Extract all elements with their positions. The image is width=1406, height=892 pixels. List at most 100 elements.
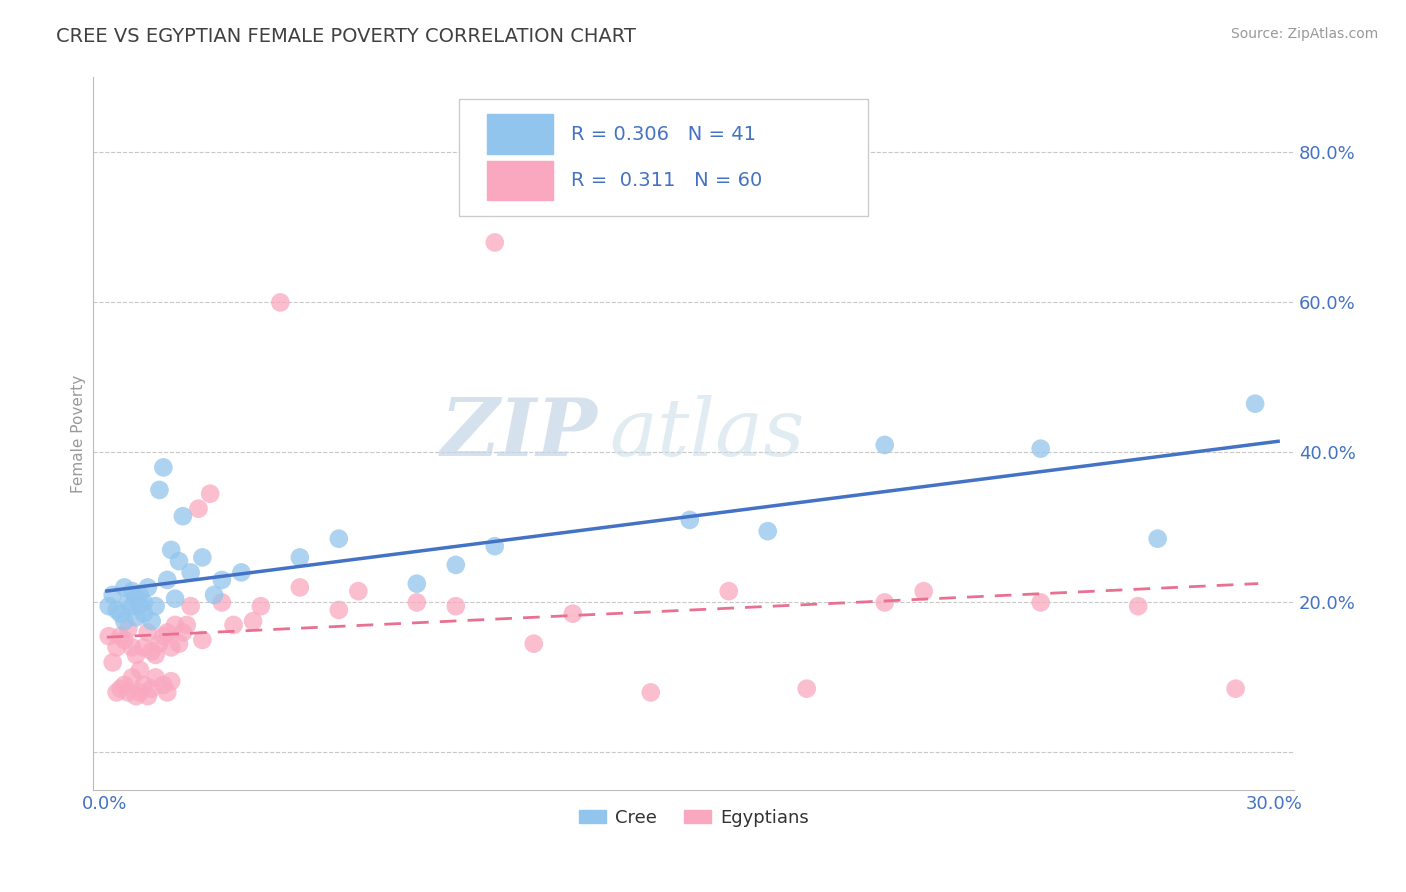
Point: [112, 632, 135, 647]
Point: [1225, 681, 1247, 696]
Point: [101, 656, 124, 670]
Point: [136, 581, 159, 595]
Point: [484, 539, 506, 553]
Point: [121, 670, 143, 684]
Point: [167, 637, 190, 651]
Point: [561, 607, 583, 621]
Point: [288, 581, 311, 595]
Point: [148, 637, 170, 651]
Point: [145, 648, 167, 662]
Point: [347, 584, 370, 599]
Point: [187, 501, 209, 516]
Point: [112, 614, 135, 628]
Point: [222, 618, 245, 632]
Point: [191, 632, 214, 647]
Point: [405, 595, 427, 609]
Y-axis label: Female Poverty: Female Poverty: [72, 375, 86, 492]
Point: [97, 599, 120, 614]
Point: [160, 640, 183, 655]
Point: [125, 591, 148, 606]
Text: ZIP: ZIP: [440, 395, 598, 473]
Point: [405, 576, 427, 591]
Point: [198, 486, 221, 500]
Point: [152, 678, 174, 692]
Point: [117, 622, 139, 636]
Point: [796, 681, 818, 696]
Point: [129, 599, 152, 614]
Point: [105, 685, 128, 699]
Point: [873, 595, 896, 609]
Point: [1029, 442, 1052, 456]
Point: [125, 689, 148, 703]
Text: R =  0.311   N = 60: R = 0.311 N = 60: [571, 171, 762, 190]
Point: [912, 584, 935, 599]
Point: [132, 607, 155, 621]
Point: [129, 588, 152, 602]
Point: [250, 599, 273, 614]
Point: [148, 483, 170, 497]
Point: [165, 618, 187, 632]
Point: [717, 584, 740, 599]
Point: [211, 595, 233, 609]
Point: [121, 640, 143, 655]
Point: [105, 603, 128, 617]
Point: [679, 513, 702, 527]
Point: [172, 509, 194, 524]
Point: [167, 554, 190, 568]
Point: [117, 595, 139, 609]
Point: [97, 629, 120, 643]
Point: [176, 618, 198, 632]
Point: [1146, 532, 1168, 546]
Point: [1029, 595, 1052, 609]
Text: atlas: atlas: [610, 395, 806, 473]
Point: [1244, 397, 1267, 411]
Point: [873, 438, 896, 452]
Point: [132, 595, 155, 609]
Point: [160, 674, 183, 689]
Point: [141, 614, 163, 628]
Point: [132, 678, 155, 692]
Point: [132, 640, 155, 655]
Point: [152, 460, 174, 475]
Point: [211, 573, 233, 587]
Point: [156, 685, 179, 699]
Text: CREE VS EGYPTIAN FEMALE POVERTY CORRELATION CHART: CREE VS EGYPTIAN FEMALE POVERTY CORRELAT…: [56, 27, 636, 45]
Point: [756, 524, 779, 538]
Point: [156, 625, 179, 640]
Point: [152, 629, 174, 643]
Point: [172, 625, 194, 640]
Text: Source: ZipAtlas.com: Source: ZipAtlas.com: [1230, 27, 1378, 41]
Legend: Cree, Egyptians: Cree, Egyptians: [571, 802, 815, 834]
Point: [129, 663, 152, 677]
Point: [117, 685, 139, 699]
Point: [328, 603, 350, 617]
FancyBboxPatch shape: [460, 99, 868, 217]
Point: [328, 532, 350, 546]
Point: [444, 558, 467, 572]
Point: [145, 670, 167, 684]
Point: [484, 235, 506, 250]
Bar: [486, 114, 553, 153]
Bar: [486, 161, 553, 200]
Point: [156, 573, 179, 587]
Point: [145, 599, 167, 614]
Point: [1126, 599, 1149, 614]
Point: [523, 637, 546, 651]
Point: [640, 685, 662, 699]
Point: [121, 599, 143, 614]
Point: [110, 629, 132, 643]
Point: [191, 550, 214, 565]
Point: [125, 610, 148, 624]
Point: [101, 588, 124, 602]
Point: [110, 607, 132, 621]
Point: [180, 599, 202, 614]
Point: [269, 295, 291, 310]
Point: [160, 543, 183, 558]
Point: [129, 685, 152, 699]
Point: [444, 599, 467, 614]
Point: [121, 584, 143, 599]
Point: [165, 591, 187, 606]
Point: [110, 681, 132, 696]
Text: R = 0.306   N = 41: R = 0.306 N = 41: [571, 125, 756, 144]
Point: [112, 581, 135, 595]
